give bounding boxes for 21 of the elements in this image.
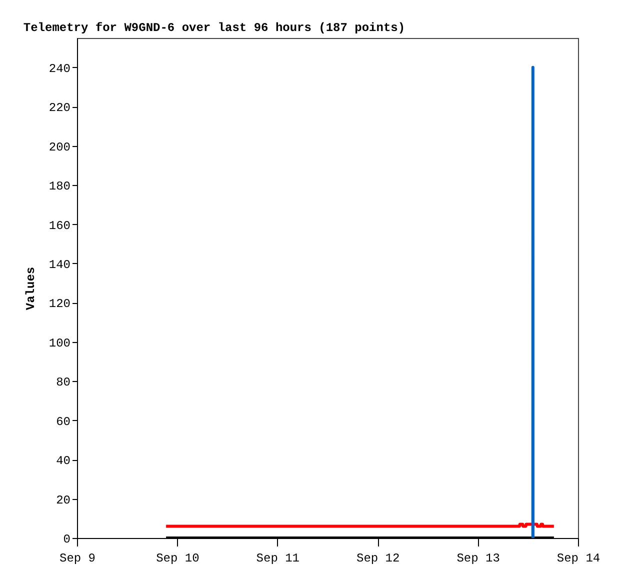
y-tick-label: 40 bbox=[56, 454, 70, 468]
x-tick-label: Sep 9 bbox=[59, 552, 96, 566]
chart-title: Telemetry for W9GND-6 over last 96 hours (187 points) bbox=[23, 21, 406, 35]
y-tick-label: 0 bbox=[63, 532, 70, 546]
y-tick-label: 240 bbox=[48, 62, 70, 76]
y-tick-label: 140 bbox=[48, 258, 70, 272]
y-tick-label: 100 bbox=[48, 336, 70, 350]
y-tick-label: 80 bbox=[56, 376, 70, 390]
y-tick-label: 60 bbox=[56, 414, 70, 429]
y-tick-label: 120 bbox=[48, 297, 70, 312]
x-tick-label: Sep 13 bbox=[456, 552, 500, 566]
y-tick-label: 180 bbox=[48, 180, 70, 194]
y-tick-label: 200 bbox=[48, 140, 70, 154]
x-tick-label: Sep 12 bbox=[356, 552, 400, 566]
x-tick-label: Sep 10 bbox=[156, 552, 200, 566]
y-tick-label: 160 bbox=[48, 218, 70, 233]
x-tick-label: Sep 14 bbox=[556, 552, 600, 566]
y-axis-title: Values bbox=[24, 266, 38, 310]
x-tick-label: Sep 11 bbox=[256, 552, 300, 566]
y-tick-label: 220 bbox=[48, 101, 70, 116]
y-tick-label: 20 bbox=[56, 493, 70, 508]
